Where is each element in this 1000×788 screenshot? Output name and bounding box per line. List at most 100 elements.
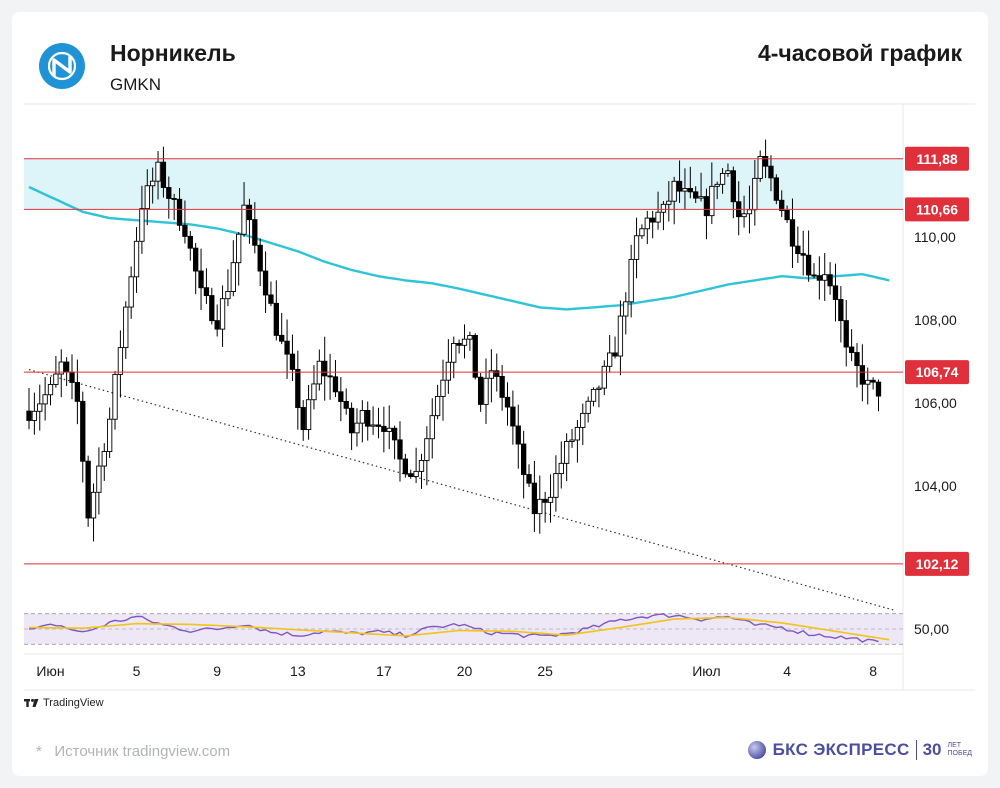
candle-bear (402, 458, 409, 475)
candle-bull (666, 200, 672, 205)
candle-bear (300, 407, 306, 431)
candle-bull (488, 370, 495, 379)
candle-bear (612, 352, 618, 357)
rsi-tick-label: 50,00 (914, 621, 949, 637)
candle-bear (381, 425, 387, 432)
x-tick-label: 20 (457, 663, 473, 679)
candle-bull (139, 208, 145, 242)
candle-bull (144, 185, 150, 210)
candle-bull (445, 361, 452, 381)
candle-bear (214, 320, 220, 330)
candle-bear (800, 253, 806, 256)
candle-bear (789, 219, 796, 247)
candle-bull (537, 498, 543, 515)
source-note: * Источник tradingview.com (36, 743, 230, 760)
candle-bear (542, 498, 548, 503)
candle-bull (741, 213, 747, 218)
candle-bear (687, 188, 693, 193)
candle-bear (477, 376, 484, 405)
candle-bear (397, 439, 403, 460)
source-text: Источник tradingview.com (54, 743, 231, 760)
candle-bull (590, 388, 597, 402)
level-label: 111,88 (916, 151, 957, 167)
candle-bear (531, 482, 538, 515)
candle-bear (279, 334, 285, 342)
candle-bull (483, 377, 489, 405)
candle-bear (182, 224, 188, 237)
candle-bull (822, 274, 828, 281)
candle-bear (520, 443, 527, 475)
candle-bull (58, 361, 64, 375)
candle-bull (601, 365, 607, 389)
candle-bear (875, 381, 882, 397)
candle-bull (644, 217, 650, 230)
candle-bear (784, 210, 790, 221)
candle-bear (494, 370, 500, 377)
candle-bear (252, 219, 258, 246)
candle-bull (429, 415, 435, 440)
candle-bull (440, 379, 446, 397)
candle-bull (752, 177, 758, 211)
level-label-box (905, 551, 969, 576)
candle-bear (693, 191, 699, 199)
candle-bull (633, 235, 640, 260)
candle-bear (832, 285, 839, 300)
candle-bull (386, 427, 392, 432)
candle-bear (375, 424, 382, 427)
candle-bear (365, 409, 371, 427)
candle-bull (660, 203, 667, 213)
candle-bull (467, 335, 473, 340)
candle-bear (160, 161, 167, 188)
candle-bear (854, 352, 860, 367)
candle-bear (779, 199, 785, 211)
candle-bull (112, 373, 118, 420)
candle-bull (354, 422, 360, 434)
brand-name: БКС ЭКСПРЕСС (772, 740, 910, 759)
candle-bull (725, 170, 731, 174)
brand-victory: ПОБЕД (947, 750, 972, 757)
candle-bull (155, 161, 161, 182)
candle-bear (166, 187, 172, 199)
candle-bear (332, 376, 339, 393)
candle-bear (773, 177, 779, 201)
candle-bear (472, 335, 478, 378)
candle-bear (327, 375, 333, 378)
x-tick-label: Июл (692, 663, 720, 679)
candle-bear (848, 346, 855, 353)
candle-bull (698, 196, 704, 199)
x-tick-label: 8 (869, 663, 877, 679)
candle-bear (703, 196, 710, 217)
candle-bull (461, 338, 468, 346)
candle-bull (580, 412, 586, 428)
candle-bull (133, 240, 140, 278)
candle-bull (418, 460, 425, 472)
candle-bull (746, 209, 753, 215)
candle-bear (348, 407, 355, 434)
level-label: 106,74 (916, 364, 959, 380)
candle-bull (370, 424, 376, 427)
candle-bear (859, 365, 866, 385)
x-tick-label: 5 (133, 663, 141, 679)
y-tick-label: 106,00 (914, 395, 957, 411)
candle-bear (273, 302, 279, 336)
candle-bull (434, 395, 441, 417)
x-tick-label: Июн (36, 663, 64, 679)
level-label: 110,66 (916, 201, 958, 217)
y-tick-label: 104,00 (914, 478, 957, 494)
nornickel-logo-icon (39, 43, 85, 89)
candle-bear (843, 320, 849, 348)
candle-bull (553, 473, 559, 498)
candle-bear (805, 254, 812, 276)
tradingview-attribution: TradingView (24, 697, 104, 709)
candle-bull (150, 180, 156, 187)
candle-bear (289, 353, 296, 370)
candle-bear (193, 247, 199, 272)
candle-bear (391, 427, 398, 441)
candle-bull (682, 188, 688, 192)
candle-bear (203, 287, 210, 297)
level-label-box (905, 197, 969, 222)
candle-bull (53, 373, 59, 385)
candle-bull (719, 172, 726, 185)
candle-bull (671, 180, 677, 202)
